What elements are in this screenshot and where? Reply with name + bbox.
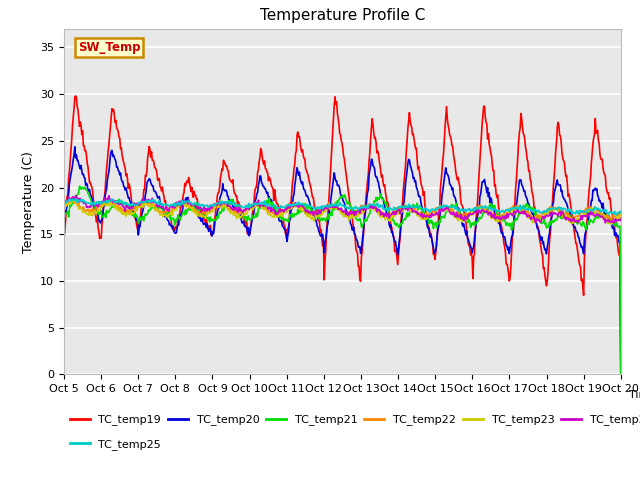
Line: TC_temp21: TC_temp21 (64, 186, 621, 377)
TC_temp23 (617, 211, 625, 216)
TC_temp20 (185, 200, 193, 206)
TC_temp21 (411, 203, 419, 209)
TC_temp23 (216, 197, 224, 203)
TC_temp25 (617, 210, 625, 216)
TC_temp24 (617, 216, 625, 221)
TC_temp21 (185, 206, 193, 212)
Title: Temperature Profile C: Temperature Profile C (260, 9, 425, 24)
TC_temp23 (214, 202, 221, 207)
TC_temp20 (428, 233, 435, 239)
TC_temp19 (411, 142, 419, 147)
TC_temp19 (214, 190, 222, 196)
TC_temp19 (128, 204, 136, 209)
TC_temp23 (411, 210, 419, 216)
TC_temp24 (214, 199, 222, 204)
TC_temp23 (127, 211, 135, 217)
TC_temp20 (411, 179, 419, 185)
TC_temp20 (71, 144, 79, 150)
X-axis label: Time: Time (630, 390, 640, 400)
TC_temp22 (68, 196, 76, 202)
TC_temp23 (60, 205, 68, 211)
TC_temp19 (428, 231, 435, 237)
TC_temp21 (128, 213, 136, 218)
TC_temp21 (428, 217, 435, 223)
Line: TC_temp22: TC_temp22 (64, 199, 621, 220)
TC_temp25 (70, 197, 78, 203)
TC_temp20 (617, 369, 625, 375)
TC_temp20 (70, 152, 78, 157)
Line: TC_temp23: TC_temp23 (64, 200, 621, 224)
TC_temp25 (613, 212, 621, 218)
TC_temp25 (214, 201, 222, 206)
TC_temp22 (411, 206, 419, 212)
TC_temp21 (617, 374, 625, 380)
Line: TC_temp24: TC_temp24 (64, 195, 621, 223)
TC_temp24 (128, 205, 136, 211)
TC_temp21 (214, 215, 222, 221)
TC_temp22 (60, 203, 68, 209)
TC_temp21 (76, 183, 83, 189)
TC_temp24 (428, 215, 435, 220)
Legend: TC_temp25: TC_temp25 (70, 439, 161, 450)
TC_temp22 (128, 207, 136, 213)
TC_temp25 (185, 198, 193, 204)
TC_temp25 (128, 203, 136, 208)
TC_temp24 (411, 209, 419, 215)
TC_temp20 (60, 223, 68, 228)
TC_temp24 (185, 197, 193, 203)
TC_temp20 (214, 206, 222, 212)
TC_temp20 (128, 208, 136, 214)
TC_temp22 (428, 209, 435, 215)
Line: TC_temp19: TC_temp19 (64, 96, 621, 376)
TC_temp25 (60, 199, 68, 204)
TC_temp23 (428, 212, 435, 217)
Y-axis label: Temperature (C): Temperature (C) (22, 151, 35, 252)
TC_temp23 (184, 203, 192, 209)
TC_temp22 (607, 217, 615, 223)
TC_temp22 (71, 198, 79, 204)
TC_temp21 (70, 196, 78, 202)
TC_temp25 (411, 204, 419, 210)
TC_temp24 (610, 220, 618, 226)
TC_temp23 (607, 221, 615, 227)
TC_temp19 (185, 175, 193, 180)
Line: TC_temp25: TC_temp25 (64, 199, 621, 215)
TC_temp24 (60, 198, 68, 204)
TC_temp21 (60, 213, 68, 218)
TC_temp22 (214, 203, 222, 209)
TC_temp22 (185, 203, 193, 208)
TC_temp22 (617, 209, 625, 215)
Line: TC_temp20: TC_temp20 (64, 147, 621, 372)
TC_temp24 (70, 197, 78, 203)
Text: SW_Temp: SW_Temp (78, 41, 140, 54)
TC_temp25 (428, 207, 435, 213)
TC_temp19 (70, 105, 78, 111)
TC_temp25 (72, 196, 79, 202)
TC_temp19 (72, 93, 79, 99)
TC_temp24 (72, 192, 79, 198)
TC_temp19 (60, 236, 68, 241)
TC_temp23 (70, 198, 78, 204)
TC_temp19 (617, 373, 625, 379)
